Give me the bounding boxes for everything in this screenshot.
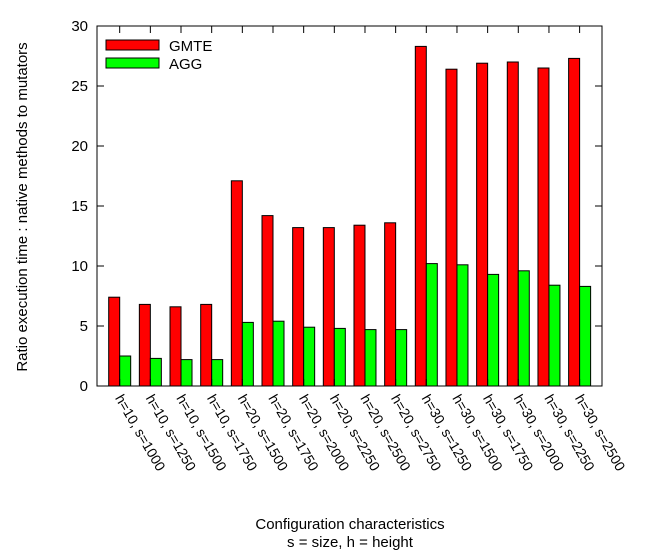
bar-agg-10 <box>425 263 438 387</box>
bar-gmte-5 <box>261 215 274 387</box>
bar-gmte-9 <box>384 222 397 387</box>
y-tick-label: 15 <box>71 198 88 215</box>
bar-agg-14 <box>548 284 561 387</box>
legend-label-gmte: GMTE <box>169 38 212 55</box>
bar-gmte-0 <box>108 296 121 387</box>
bar-gmte-10 <box>414 45 427 387</box>
y-tick-label: 25 <box>71 78 88 95</box>
bars-group <box>108 45 592 387</box>
legend-label-agg: AGG <box>169 56 202 73</box>
bar-agg-4 <box>241 321 254 387</box>
bar-agg-6 <box>303 326 316 387</box>
bar-gmte-1 <box>138 303 151 387</box>
bar-agg-12 <box>487 273 500 387</box>
bar-gmte-6 <box>292 227 305 387</box>
bar-gmte-15 <box>568 57 581 387</box>
y-tick-label: 20 <box>71 138 88 155</box>
bar-gmte-4 <box>230 180 243 387</box>
x-axis-subtitle: s = size, h = height <box>287 534 414 551</box>
bar-agg-11 <box>456 264 469 387</box>
bar-gmte-12 <box>476 62 489 387</box>
legend: GMTE AGG <box>105 38 212 73</box>
y-axis-title: Ratio execution time : native methods to… <box>14 42 31 371</box>
legend-swatch-gmte <box>105 39 160 51</box>
y-axis: 0 5 10 15 20 25 30 <box>71 18 602 395</box>
bar-gmte-8 <box>353 224 366 387</box>
y-tick-label: 30 <box>71 18 88 35</box>
bar-agg-13 <box>517 270 530 387</box>
bar-agg-7 <box>333 327 346 387</box>
bar-agg-15 <box>579 285 592 387</box>
bar-agg-2 <box>180 359 193 387</box>
bar-gmte-14 <box>537 67 550 387</box>
bar-agg-5 <box>272 320 285 387</box>
bar-gmte-11 <box>445 68 458 387</box>
bar-gmte-13 <box>506 61 519 387</box>
y-tick-label: 5 <box>80 318 88 335</box>
legend-swatch-agg <box>105 57 160 69</box>
bar-agg-0 <box>119 355 132 387</box>
y-tick-label: 0 <box>80 378 88 395</box>
bar-agg-1 <box>149 357 162 387</box>
bar-agg-8 <box>364 329 377 387</box>
bar-gmte-2 <box>169 306 182 387</box>
x-axis-title: Configuration characteristics <box>255 516 444 533</box>
bar-gmte-3 <box>200 303 213 387</box>
bar-agg-9 <box>395 329 408 387</box>
bar-agg-3 <box>211 359 224 387</box>
bar-gmte-7 <box>322 227 335 387</box>
y-tick-label: 10 <box>71 258 88 275</box>
